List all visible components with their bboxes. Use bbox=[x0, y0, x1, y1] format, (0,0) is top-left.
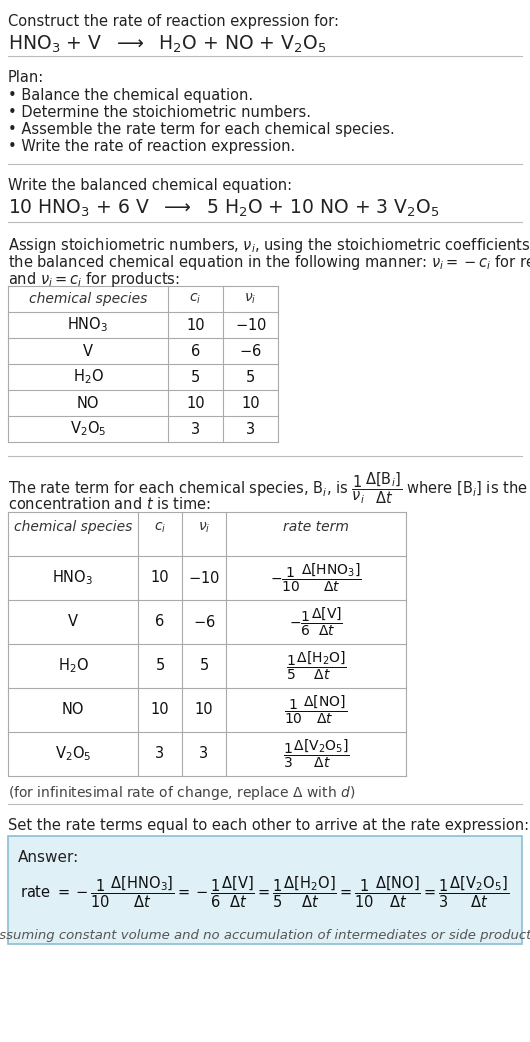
Text: 6: 6 bbox=[191, 344, 200, 358]
Text: 6: 6 bbox=[155, 615, 165, 629]
Text: $-$6: $-$6 bbox=[193, 614, 215, 630]
Text: 3: 3 bbox=[246, 422, 255, 437]
Text: HNO$_3$ + V  $\longrightarrow$  H$_2$O + NO + V$_2$O$_5$: HNO$_3$ + V $\longrightarrow$ H$_2$O + N… bbox=[8, 34, 326, 55]
Text: V$_2$O$_5$: V$_2$O$_5$ bbox=[55, 745, 91, 764]
Text: 10: 10 bbox=[151, 702, 169, 718]
Text: V: V bbox=[68, 615, 78, 629]
Text: 3: 3 bbox=[191, 422, 200, 437]
Text: • Determine the stoichiometric numbers.: • Determine the stoichiometric numbers. bbox=[8, 105, 311, 120]
Text: $\nu_i$: $\nu_i$ bbox=[244, 292, 257, 306]
Text: chemical species: chemical species bbox=[29, 292, 147, 306]
Text: 5: 5 bbox=[191, 370, 200, 384]
Text: $\dfrac{1}{3}\dfrac{\Delta[\mathrm{V_2O_5}]}{\Delta t}$: $\dfrac{1}{3}\dfrac{\Delta[\mathrm{V_2O_… bbox=[282, 738, 349, 770]
Text: NO: NO bbox=[77, 396, 99, 411]
Text: concentration and $t$ is time:: concentration and $t$ is time: bbox=[8, 496, 211, 512]
Text: $-$10: $-$10 bbox=[188, 570, 220, 586]
Text: $-\dfrac{1}{6}\dfrac{\Delta[\mathrm{V}]}{\Delta t}$: $-\dfrac{1}{6}\dfrac{\Delta[\mathrm{V}]}… bbox=[289, 605, 343, 638]
Text: 10: 10 bbox=[186, 318, 205, 332]
Text: chemical species: chemical species bbox=[14, 520, 132, 535]
Text: $-$10: $-$10 bbox=[235, 317, 267, 333]
Text: 10: 10 bbox=[186, 396, 205, 411]
Text: 5: 5 bbox=[155, 659, 165, 673]
Text: 3: 3 bbox=[155, 746, 164, 762]
Text: (for infinitesimal rate of change, replace $\Delta$ with $d$): (for infinitesimal rate of change, repla… bbox=[8, 784, 355, 802]
Text: 5: 5 bbox=[246, 370, 255, 384]
Text: V: V bbox=[83, 344, 93, 358]
Text: $\nu_i$: $\nu_i$ bbox=[198, 520, 210, 535]
Text: rate term: rate term bbox=[283, 520, 349, 535]
Text: the balanced chemical equation in the following manner: $\nu_i = -c_i$ for react: the balanced chemical equation in the fo… bbox=[8, 253, 530, 272]
Text: $\dfrac{1}{10}\dfrac{\Delta[\mathrm{NO}]}{\Delta t}$: $\dfrac{1}{10}\dfrac{\Delta[\mathrm{NO}]… bbox=[285, 694, 348, 726]
Text: 10 HNO$_3$ + 6 V  $\longrightarrow$  5 H$_2$O + 10 NO + 3 V$_2$O$_5$: 10 HNO$_3$ + 6 V $\longrightarrow$ 5 H$_… bbox=[8, 198, 440, 219]
Text: • Write the rate of reaction expression.: • Write the rate of reaction expression. bbox=[8, 139, 295, 154]
Text: • Balance the chemical equation.: • Balance the chemical equation. bbox=[8, 88, 253, 103]
Text: 10: 10 bbox=[151, 571, 169, 586]
Text: Plan:: Plan: bbox=[8, 70, 44, 85]
Text: 5: 5 bbox=[199, 659, 209, 673]
Text: Set the rate terms equal to each other to arrive at the rate expression:: Set the rate terms equal to each other t… bbox=[8, 818, 529, 833]
Text: Answer:: Answer: bbox=[18, 850, 80, 865]
Text: and $\nu_i = c_i$ for products:: and $\nu_i = c_i$ for products: bbox=[8, 270, 180, 289]
Text: 10: 10 bbox=[241, 396, 260, 411]
Text: rate $= -\dfrac{1}{10}\dfrac{\Delta[\mathrm{HNO_3}]}{\Delta t} = -\dfrac{1}{6}\d: rate $= -\dfrac{1}{10}\dfrac{\Delta[\mat… bbox=[21, 874, 509, 910]
Text: The rate term for each chemical species, B$_i$, is $\dfrac{1}{\nu_i}\dfrac{\Delt: The rate term for each chemical species,… bbox=[8, 470, 530, 505]
Text: Assign stoichiometric numbers, $\nu_i$, using the stoichiometric coefficients, $: Assign stoichiometric numbers, $\nu_i$, … bbox=[8, 235, 530, 255]
Text: 3: 3 bbox=[199, 746, 209, 762]
Text: $\dfrac{1}{5}\dfrac{\Delta[\mathrm{H_2O}]}{\Delta t}$: $\dfrac{1}{5}\dfrac{\Delta[\mathrm{H_2O}… bbox=[286, 650, 347, 683]
Text: NO: NO bbox=[62, 702, 84, 718]
Text: H$_2$O: H$_2$O bbox=[58, 656, 89, 675]
Text: (assuming constant volume and no accumulation of intermediates or side products): (assuming constant volume and no accumul… bbox=[0, 929, 530, 943]
Text: Write the balanced chemical equation:: Write the balanced chemical equation: bbox=[8, 178, 292, 193]
Text: $-\dfrac{1}{10}\dfrac{\Delta[\mathrm{HNO_3}]}{\Delta t}$: $-\dfrac{1}{10}\dfrac{\Delta[\mathrm{HNO… bbox=[270, 562, 362, 594]
FancyBboxPatch shape bbox=[8, 836, 522, 944]
Text: Construct the rate of reaction expression for:: Construct the rate of reaction expressio… bbox=[8, 14, 339, 29]
Text: $-$6: $-$6 bbox=[239, 343, 262, 359]
Text: 10: 10 bbox=[195, 702, 213, 718]
Text: HNO$_3$: HNO$_3$ bbox=[67, 316, 109, 334]
Text: H$_2$O: H$_2$O bbox=[73, 368, 103, 387]
Text: HNO$_3$: HNO$_3$ bbox=[52, 569, 94, 588]
Text: • Assemble the rate term for each chemical species.: • Assemble the rate term for each chemic… bbox=[8, 122, 395, 137]
Text: $c_i$: $c_i$ bbox=[154, 520, 166, 535]
Text: V$_2$O$_5$: V$_2$O$_5$ bbox=[70, 420, 106, 439]
Text: $c_i$: $c_i$ bbox=[189, 292, 201, 306]
